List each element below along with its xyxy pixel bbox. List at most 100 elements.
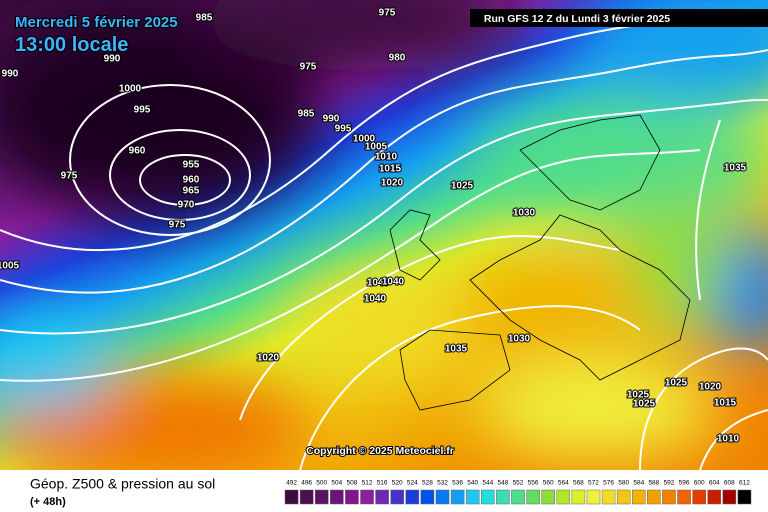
- scale-swatch: [299, 489, 314, 505]
- scale-swatch: [662, 489, 676, 505]
- scale-label: 612: [739, 480, 750, 487]
- scale-swatch: [526, 489, 540, 505]
- scale-label: 536: [452, 480, 463, 487]
- isobar-label: 1020: [257, 353, 280, 364]
- isobar-label: 975: [379, 8, 396, 19]
- isobar-label: 990: [104, 54, 121, 65]
- time-title: 13:00 locale: [15, 34, 128, 56]
- scale-label: 528: [422, 480, 433, 487]
- scale-swatch: [481, 489, 495, 505]
- scale-label: 556: [528, 480, 539, 487]
- scale-label: 584: [633, 480, 644, 487]
- isobar-label: 1020: [699, 382, 722, 393]
- isobar-label: 980: [389, 53, 406, 64]
- isobar-label: 1040: [364, 294, 387, 305]
- scale-label: 596: [679, 480, 690, 487]
- scale-swatch: [647, 489, 661, 505]
- scale-swatch: [737, 489, 752, 505]
- scale-swatch: [435, 489, 450, 505]
- isobar-label: 1040: [382, 277, 405, 288]
- color-scale: 492 496 500 504 508 512 516 520 524 528 532 536 540 5…: [284, 480, 752, 505]
- isobar-label: 1015: [714, 398, 737, 409]
- scale-label: 572: [588, 480, 599, 487]
- isobar-label: 970: [178, 200, 195, 211]
- scale-label: 500: [316, 480, 327, 487]
- scale-label: 520: [392, 480, 403, 487]
- scale-swatch: [330, 489, 344, 505]
- scale-swatch: [496, 489, 510, 505]
- isobar-label: 1035: [445, 344, 468, 355]
- isobar-label: 965: [183, 186, 200, 197]
- scale-swatch: [541, 489, 555, 505]
- coastlines: [389, 114, 691, 411]
- scale-label: 544: [482, 480, 493, 487]
- run-info: Run GFS 12 Z du Lundi 3 février 2025: [484, 13, 670, 25]
- scale-label: 592: [664, 480, 675, 487]
- scale-label: 496: [301, 480, 312, 487]
- scale-swatch: [420, 489, 435, 505]
- scale-label: 568: [573, 480, 584, 487]
- scale-label: 532: [437, 480, 448, 487]
- scale-label: 540: [467, 480, 478, 487]
- scale-label: 560: [543, 480, 554, 487]
- isobar-label: 955: [183, 160, 200, 171]
- footer-lead: (+ 48h): [30, 496, 66, 508]
- scale-swatch: [722, 489, 737, 505]
- scale-label: 516: [377, 480, 388, 487]
- isobar-label: 985: [196, 13, 213, 24]
- scale-label: 508: [347, 480, 358, 487]
- scale-swatch: [601, 489, 616, 505]
- scale-swatch: [616, 489, 631, 505]
- scale-swatch: [556, 489, 571, 505]
- isobar-label: 975: [300, 62, 317, 73]
- isobar-label: 1005: [365, 142, 388, 153]
- isobar-label: 1000: [119, 84, 142, 95]
- scale-swatch: [375, 489, 389, 505]
- isobar-label: 990: [2, 69, 19, 80]
- run-box: [470, 9, 768, 27]
- scale-label: 604: [709, 480, 720, 487]
- scale-swatch: [405, 489, 420, 505]
- isobar-label: 995: [134, 105, 151, 116]
- scale-swatch: [390, 489, 405, 505]
- scale-swatch: [314, 489, 329, 505]
- scale-label: 576: [603, 480, 614, 487]
- scale-swatch: [586, 489, 601, 505]
- isobar-label: 1030: [508, 334, 531, 345]
- scale-swatch: [465, 489, 480, 505]
- scale-label: 548: [497, 480, 508, 487]
- copyright: Copyright © 2025 Meteociel.fr: [306, 445, 454, 457]
- isobar-label: 1010: [375, 152, 398, 163]
- scale-label: 552: [513, 480, 524, 487]
- scale-label: 524: [407, 480, 418, 487]
- isobar-label: 975: [169, 220, 186, 231]
- isobar-label: 995: [335, 124, 352, 135]
- isobar-label: 1000: [353, 134, 376, 145]
- isobar-label: 1015: [379, 164, 402, 175]
- footer-title: Géop. Z500 & pression au sol: [30, 476, 215, 492]
- scale-swatch: [677, 489, 691, 505]
- scale-swatch: [345, 489, 359, 505]
- map-field: [0, 0, 768, 470]
- isobar-label: 1030: [513, 208, 536, 219]
- isobar-label: 960: [129, 146, 146, 157]
- scale-label: 588: [648, 480, 659, 487]
- scale-label: 600: [694, 480, 705, 487]
- isobar-label: 985: [298, 109, 315, 120]
- scale-swatch: [692, 489, 706, 505]
- isobar-label: 1020: [381, 178, 404, 189]
- isobar-label: 960: [183, 175, 200, 186]
- scale-label: 512: [362, 480, 373, 487]
- isobar-label: 1025: [451, 181, 474, 192]
- isobar-label: 1010: [717, 434, 740, 445]
- scale-swatch: [511, 489, 525, 505]
- scale-label: 492: [286, 480, 297, 487]
- scale-label: 504: [331, 480, 342, 487]
- scale-swatch: [631, 489, 646, 505]
- isobar-label: 1035: [724, 163, 747, 174]
- scale-swatch: [450, 489, 465, 505]
- scale-swatch: [360, 489, 374, 505]
- scale-label: 608: [724, 480, 735, 487]
